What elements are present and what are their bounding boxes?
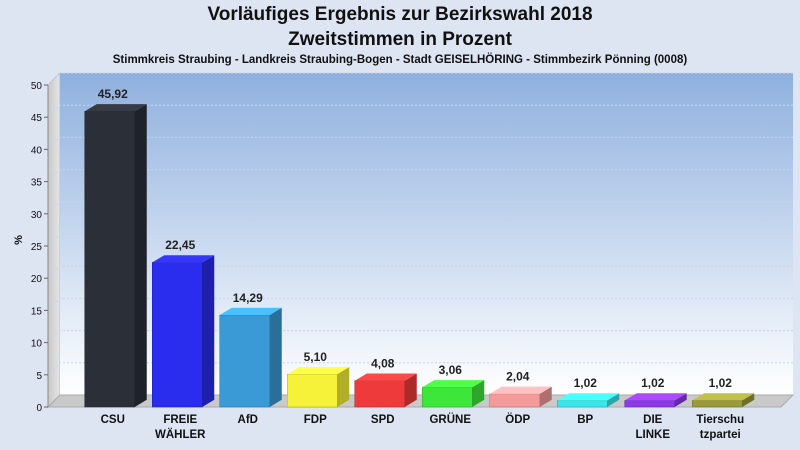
- y-tick-label: 15: [31, 306, 43, 317]
- grid-line: [47, 265, 793, 279]
- bar-value-label: 45,92: [98, 87, 128, 101]
- bar-side: [269, 307, 282, 407]
- grid-line: [47, 201, 793, 215]
- grid-line: [47, 72, 793, 86]
- bar-value-label: 1,02: [641, 376, 665, 390]
- bar-side: [134, 104, 147, 408]
- bar-top: [422, 380, 485, 388]
- grid-line: [47, 297, 793, 311]
- bar-front: [219, 314, 270, 408]
- x-tick-label: BP: [577, 414, 593, 426]
- bar-top: [624, 393, 687, 401]
- bar: 14,29: [219, 291, 282, 408]
- grid-line: [47, 169, 793, 182]
- x-tick-label: tzpartei: [700, 429, 741, 441]
- bar-side: [202, 255, 215, 407]
- x-tick-label: GRÜNE: [429, 413, 471, 426]
- bar-top: [84, 104, 147, 112]
- bar-front: [692, 400, 743, 408]
- bar: 1,02: [692, 376, 755, 408]
- bar-top: [557, 393, 620, 401]
- x-tick-label: DIE: [643, 414, 663, 426]
- bar-top: [692, 393, 755, 401]
- bar-side: [674, 393, 687, 407]
- bar: 1,02: [624, 376, 687, 408]
- chart-subtitle-line: Zweitstimmen in Prozent: [288, 29, 512, 50]
- bar-side: [472, 380, 485, 407]
- bar-value-label: 1,02: [574, 376, 598, 390]
- bar-value-label: 3,06: [439, 363, 463, 377]
- chart-title: Vorläufiges Ergebnis zur Bezirkswahl 201…: [207, 4, 593, 25]
- bar-front: [489, 393, 540, 408]
- bar: 45,92: [84, 87, 147, 408]
- bar-front: [422, 387, 473, 408]
- y-tick-label: 10: [31, 339, 43, 350]
- y-axis: 0 5 10 15 20 25 30 35 40 45 50: [31, 81, 49, 414]
- bar-value-label: 5,10: [304, 350, 328, 364]
- bars: 45,92 22,45 14,29 5,10 4,08 3,06 2,04 1,02 1,02 1…: [84, 87, 755, 408]
- bar: 5,10: [287, 350, 350, 408]
- x-tick-label: AfD: [238, 414, 258, 426]
- y-tick-label: 20: [31, 274, 43, 285]
- bar-top: [219, 307, 282, 315]
- y-tick-label: 0: [36, 403, 42, 414]
- grid-lines: [47, 72, 793, 376]
- bar-side: [404, 373, 417, 407]
- grid-line: [47, 136, 793, 150]
- bar: 2,04: [489, 370, 552, 408]
- bar-top: [354, 373, 417, 381]
- x-tick-label: Tierschu: [696, 414, 744, 426]
- bar-front: [557, 400, 608, 408]
- x-tick-label: SPD: [371, 414, 395, 426]
- y-tick-label: 50: [31, 81, 43, 92]
- bar-value-label: 14,29: [233, 291, 263, 305]
- bar-top: [152, 255, 215, 263]
- x-tick-label: LINKE: [636, 429, 671, 441]
- bar-side: [539, 386, 552, 407]
- bar-value-label: 1,02: [709, 376, 733, 390]
- x-tick-label: WÄHLER: [155, 428, 206, 441]
- y-tick-label: 30: [31, 210, 43, 221]
- bar-side: [742, 393, 755, 407]
- bar-value-label: 22,45: [165, 238, 195, 252]
- bar: 3,06: [422, 363, 485, 408]
- bar-side: [337, 366, 350, 407]
- bar-top: [489, 386, 552, 394]
- grid-line: [47, 362, 793, 376]
- y-tick-label: 45: [31, 113, 43, 124]
- bar: 4,08: [354, 357, 417, 408]
- grid-line: [47, 330, 793, 343]
- x-tick-label: CSU: [101, 414, 125, 426]
- bar: 22,45: [152, 238, 215, 408]
- bar-top: [287, 366, 350, 375]
- bar-front: [287, 373, 338, 408]
- x-tick-label: FDP: [304, 414, 327, 426]
- grid-line: [47, 104, 793, 118]
- x-axis: CSU FREIE WÄHLER AfD FDP SPD GRÜNE ÖDP BP DIE LINK…: [101, 413, 745, 441]
- bar-front: [354, 380, 405, 408]
- bar-value-label: 2,04: [506, 370, 530, 384]
- y-axis-label: %: [13, 235, 25, 245]
- grid-line: [47, 233, 793, 247]
- y-tick-label: 25: [31, 242, 43, 253]
- chart-subtitle: Stimmkreis Straubing - Landkreis Straubi…: [112, 54, 688, 66]
- y-tick-label: 40: [31, 145, 43, 156]
- bar-value-label: 4,08: [371, 357, 395, 371]
- bar-front: [84, 111, 135, 408]
- bar-front: [624, 400, 675, 408]
- y-tick-label: 35: [31, 178, 43, 189]
- bar-front: [152, 262, 203, 408]
- y-tick-label: 5: [36, 371, 42, 382]
- bar-side: [607, 393, 620, 407]
- x-tick-label: ÖDP: [505, 413, 530, 426]
- x-tick-label: FREIE: [163, 414, 197, 426]
- bar: 1,02: [557, 376, 620, 408]
